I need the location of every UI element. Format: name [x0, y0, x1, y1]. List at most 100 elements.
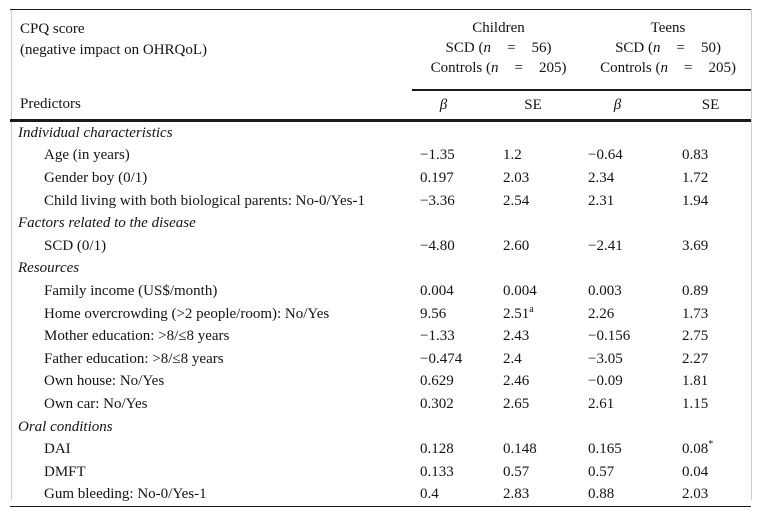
section-label: Resources [18, 260, 80, 277]
table-row: DAI 0.128 0.148 0.165 0.08* [10, 438, 751, 461]
value-cell: 1.15 [682, 395, 709, 412]
value-cell: 2.27 [682, 350, 709, 367]
value-cell: 0.88 [588, 486, 615, 503]
table-row: SCD (0/1) −4.80 2.60 −2.41 3.69 [10, 235, 751, 258]
value-cell: 2.4 [503, 350, 522, 367]
value-cell: 1.72 [682, 169, 709, 186]
table-title: CPQ score (negative impact on OHRQoL) [10, 10, 412, 91]
scd-prefix: SCD ( [615, 40, 653, 56]
value-cell: −1.35 [420, 147, 455, 164]
value-cell: 3.69 [682, 237, 709, 254]
table-row: Own house: No/Yes 0.629 2.46 −0.09 1.81 [10, 371, 751, 394]
n-symbol: n [653, 40, 661, 56]
value-cell: 0.04 [682, 463, 709, 480]
value-cell: 0.302 [420, 395, 454, 412]
value-cell: 1.81 [682, 373, 709, 390]
value-cell: −1.33 [420, 328, 455, 345]
value-cell: 2.34 [588, 169, 615, 186]
table-row: Mother education: >8/≤8 years −1.33 2.43 −0… [10, 325, 751, 348]
n-value: 205) [708, 60, 736, 76]
value-cell: −3.36 [420, 192, 455, 209]
se-children-header: SE [497, 90, 586, 122]
value-cell: −4.80 [420, 237, 455, 254]
value-cell: 0.148 [503, 441, 537, 458]
group-teens-controls-line: Controls (n = 205) [585, 58, 751, 78]
table-row: Gender boy (0/1) 0.197 2.03 2.34 1.72 [10, 167, 751, 190]
group-children-title: Children [472, 20, 525, 36]
group-children-scd-line: SCD (n = 56) [412, 38, 585, 58]
section-label: Individual characteristics [18, 124, 173, 141]
n-value: 56) [531, 40, 552, 56]
predictor-label: Gum bleeding: No-0/Yes-1 [44, 486, 207, 503]
value-cell: 0.89 [682, 282, 709, 299]
table-row: DMFT 0.133 0.57 0.57 0.04 [10, 461, 751, 484]
n-value: 205) [538, 60, 567, 76]
predictor-label: DMFT [44, 463, 86, 480]
value-cell: 2.43 [503, 328, 530, 345]
value-cell: −0.156 [588, 328, 631, 345]
table-row: Own car: No/Yes 0.302 2.65 2.61 1.15 [10, 393, 751, 416]
predictor-label: Father education: >8/≤8 years [44, 350, 224, 367]
value-cell: −0.09 [588, 373, 623, 390]
value-cell: 2.31 [588, 192, 615, 209]
column-header-row: Predictors β SE β SE [10, 90, 752, 122]
value-cell: 9.56 [420, 305, 447, 322]
scd-prefix: SCD ( [445, 40, 484, 56]
beta-teens-header: β [585, 90, 673, 122]
table-frame-right-edge [751, 9, 752, 500]
predictor-label: Home overcrowding (>2 people/room): No/Y… [44, 305, 330, 322]
equals-sign: = [684, 60, 693, 76]
value-cell: 2.75 [682, 328, 709, 345]
value-cell: 1.2 [503, 147, 522, 164]
beta-children-header: β [412, 90, 497, 122]
section-label: Oral conditions [18, 418, 113, 435]
table-row: Child living with both biological parent… [10, 190, 751, 213]
table-row: Family income (US$/month) 0.004 0.004 0.003… [10, 280, 751, 303]
table-row: Gum bleeding: No-0/Yes-1 0.4 2.83 0.88 2.03 [10, 484, 751, 507]
value-cell: −3.05 [588, 350, 623, 367]
group-header-row: CPQ score (negative impact on OHRQoL) Ch… [10, 9, 752, 91]
table-frame-left-edge [11, 9, 12, 500]
value-cell: 0.629 [420, 373, 454, 390]
n-symbol: n [490, 60, 499, 76]
value-cell: 2.65 [503, 395, 530, 412]
predictor-label: Own house: No/Yes [44, 373, 165, 390]
equals-sign: = [506, 40, 516, 56]
value-cell: 0.003 [588, 282, 622, 299]
predictor-label: Age (in years) [44, 147, 130, 164]
value-cell: 0.57 [588, 463, 615, 480]
superscript-note: a [529, 303, 534, 315]
group-children-controls-line: Controls (n = 205) [412, 58, 585, 78]
equals-sign: = [676, 40, 685, 56]
value-cell: 2.61 [588, 395, 615, 412]
group-teens-scd-line: SCD (n = 50) [585, 38, 751, 58]
table-title-line1: CPQ score [20, 21, 85, 37]
se-teens-header: SE [672, 90, 752, 122]
value-cell: 2.03 [682, 486, 709, 503]
value-cell: 0.57 [503, 463, 530, 480]
table-row: Age (in years) −1.35 1.2 −0.64 0.83 [10, 145, 751, 168]
predictor-label: Own car: No/Yes [44, 395, 148, 412]
value-cell: 0.133 [420, 463, 454, 480]
value-cell: 0.83 [682, 147, 709, 164]
predictor-label: Mother education: >8/≤8 years [44, 328, 230, 345]
predictor-label: SCD (0/1) [44, 237, 107, 254]
table-row: Father education: >8/≤8 years −0.474 2.4 −3… [10, 348, 751, 371]
value-cell: 2.51a [503, 303, 534, 322]
value-cell: 1.73 [682, 305, 709, 322]
n-symbol: n [483, 40, 491, 56]
n-value: 50) [700, 40, 721, 56]
section-label: Factors related to the disease [18, 215, 196, 232]
value-cell: 2.83 [503, 486, 530, 503]
value-cell: 2.46 [503, 373, 530, 390]
value-cell: 0.197 [420, 169, 454, 186]
value-cell: 2.03 [503, 169, 530, 186]
value-cell: 1.94 [682, 192, 709, 209]
section-row: Resources [10, 258, 751, 281]
value-cell: 0.128 [420, 441, 454, 458]
predictor-label: Gender boy (0/1) [44, 169, 148, 186]
value-cell: 0.4 [420, 486, 439, 503]
group-teens: Teens SCD (n = 50) Controls (n = 205) [585, 9, 752, 91]
predictors-column-header: Predictors [10, 90, 412, 122]
value-cell: 0.004 [420, 282, 454, 299]
